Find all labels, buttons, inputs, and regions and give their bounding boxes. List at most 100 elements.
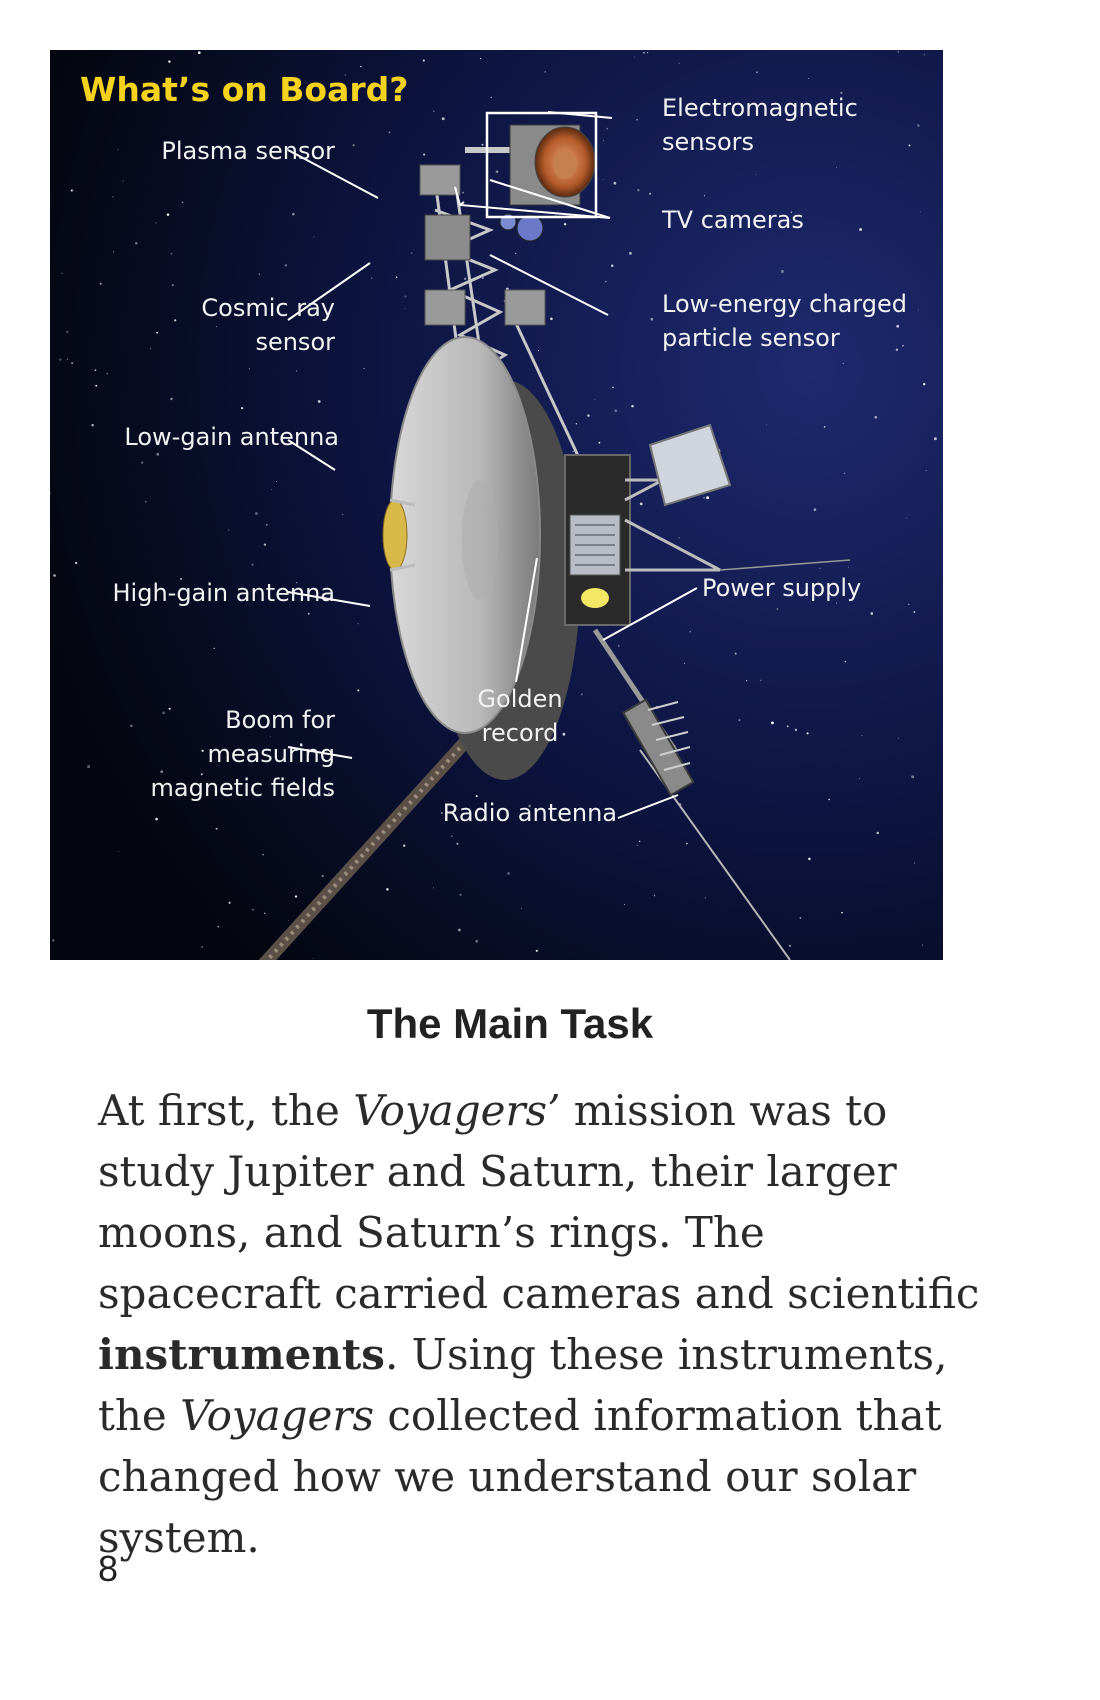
star [433, 110, 435, 112]
label-low-gain-antenna: Low-gain antenna [124, 423, 339, 451]
star [755, 173, 757, 175]
star [441, 812, 443, 814]
star [624, 904, 626, 906]
star [52, 939, 55, 942]
star [587, 414, 590, 417]
star [696, 340, 698, 342]
label-plasma-sensor: Plasma sensor [161, 137, 335, 165]
star [227, 529, 230, 531]
star [703, 497, 705, 499]
star [298, 91, 301, 94]
label-low-energy-line-1: Low-energy charged [662, 290, 907, 318]
star [228, 901, 231, 904]
diagram-graphic [50, 50, 943, 960]
star [613, 181, 617, 185]
star [633, 56, 635, 58]
star [515, 252, 517, 254]
star [328, 792, 330, 795]
star [171, 283, 174, 287]
star [842, 362, 844, 365]
star [441, 117, 445, 121]
star [313, 236, 315, 238]
star [262, 853, 265, 856]
star [650, 317, 654, 321]
star [612, 386, 614, 389]
star [755, 71, 758, 74]
star [745, 680, 748, 682]
star [823, 426, 826, 428]
label-cosmic-ray-line-1: Cosmic ray [201, 294, 335, 322]
low-gain-antenna [382, 498, 416, 572]
star [287, 919, 289, 921]
star [481, 143, 484, 146]
star [840, 91, 843, 95]
star [265, 523, 268, 526]
star [371, 277, 373, 279]
star [813, 508, 817, 511]
star [112, 196, 114, 198]
star [562, 732, 566, 736]
label-boom-line-3: magnetic fields [150, 774, 336, 802]
star [363, 368, 365, 370]
star [321, 874, 324, 878]
label-low-energy-line-2: particle sensor [662, 324, 840, 352]
star [205, 94, 209, 98]
star [790, 211, 793, 214]
star [170, 397, 173, 401]
star [897, 50, 900, 53]
star [404, 307, 406, 309]
star [906, 517, 908, 519]
star [188, 593, 190, 595]
star [770, 721, 774, 725]
star [357, 689, 360, 692]
star [240, 406, 244, 410]
star [895, 348, 899, 351]
star [550, 317, 553, 321]
label-boom-line-2: measuring [207, 740, 335, 768]
thin-antenna [719, 559, 851, 571]
star [307, 612, 310, 615]
star [535, 949, 538, 952]
label-electromagnetic-sensors: Electromagnetic sensors [662, 91, 858, 159]
star [458, 928, 461, 932]
star [160, 770, 164, 774]
star [475, 795, 478, 798]
star [734, 652, 737, 655]
star [463, 277, 467, 280]
label-boom-line-1: Boom for [225, 706, 335, 734]
star [495, 170, 499, 174]
star [352, 144, 355, 147]
label-electromagnetic-line-1: Electromagnetic [662, 94, 858, 122]
star [786, 725, 789, 728]
star [580, 693, 583, 696]
star [168, 707, 171, 710]
star [263, 543, 267, 546]
electromagnetic-highlight-box [485, 111, 598, 219]
star [422, 59, 425, 62]
star [284, 264, 288, 267]
star [678, 537, 680, 539]
star [780, 270, 784, 273]
label-low-energy-sensor: Low-energy charged particle sensor [662, 287, 907, 355]
star [639, 502, 643, 506]
star [215, 827, 218, 830]
star [646, 51, 649, 54]
star [678, 62, 680, 64]
star [117, 149, 119, 151]
star [174, 319, 177, 322]
star [649, 192, 652, 195]
star [201, 946, 204, 948]
label-golden-record-line-2: record [481, 719, 559, 747]
star [94, 369, 97, 371]
star [776, 608, 779, 610]
star [388, 131, 391, 134]
star [95, 384, 98, 387]
paragraph-segment-normal: . Using these instruments, the [98, 1330, 948, 1440]
paragraph-segment-italic: Voyagers [180, 1391, 375, 1440]
star [766, 424, 768, 426]
star [572, 450, 574, 452]
star [706, 496, 710, 500]
star [686, 842, 688, 845]
star [636, 118, 639, 121]
star [344, 74, 346, 76]
